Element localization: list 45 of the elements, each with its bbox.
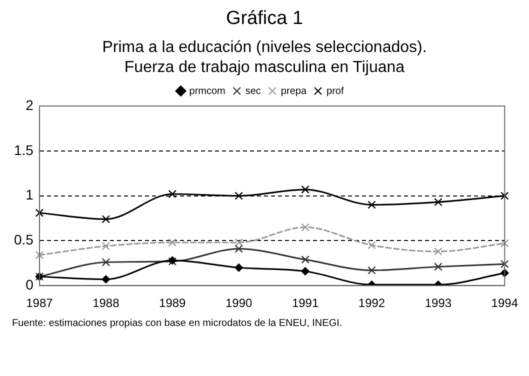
point (500, 192, 509, 200)
point (368, 241, 376, 250)
point (234, 238, 243, 247)
chart-subtitle: Prima a la educación (niveles seleccionados). Fuerza de trabajo masculina en Tijuana (101, 38, 428, 78)
point (168, 190, 177, 198)
point (368, 266, 376, 274)
point (35, 208, 44, 217)
point (301, 223, 310, 232)
chart-title: Gráfica 1 (224, 8, 304, 30)
x-tick-label: 1989 (159, 296, 186, 310)
point (434, 198, 442, 206)
point (168, 238, 177, 247)
point (434, 247, 442, 256)
point (301, 185, 310, 194)
legend-label: prepa (280, 86, 307, 97)
y-tick-label: 1.5 (14, 142, 34, 158)
x-tick-label: 1994 (491, 296, 518, 310)
point (434, 262, 442, 271)
point (301, 267, 310, 276)
point (500, 260, 509, 268)
point (35, 250, 44, 260)
legend-label: prmcom (189, 86, 226, 97)
point (102, 275, 110, 284)
x-tick-label: 1987 (26, 296, 54, 310)
x-tick-label: 1991 (292, 296, 319, 310)
point (102, 242, 110, 250)
point (102, 258, 110, 266)
x-tick-label: 1993 (424, 296, 452, 310)
legend-label: prof (326, 86, 344, 97)
x-tick-label: 1992 (358, 296, 386, 310)
y-tick-label: 0.5 (14, 232, 34, 248)
y-tick-label: 1 (26, 186, 34, 203)
point (102, 215, 110, 224)
x-tick-label: 1988 (92, 296, 120, 310)
y-tick-label: 0 (26, 276, 34, 292)
point (368, 200, 376, 209)
point (301, 255, 310, 264)
y-tick-label: 2 (26, 96, 34, 113)
point (234, 244, 243, 253)
source-note: Fuente: estimaciones propias con base en microdatos de la ENEU, INEGI. (12, 318, 344, 329)
point (234, 192, 243, 200)
x-tick-label: 1990 (225, 296, 252, 310)
point (234, 264, 243, 272)
point (500, 239, 509, 248)
legend-label: sec (245, 86, 261, 97)
